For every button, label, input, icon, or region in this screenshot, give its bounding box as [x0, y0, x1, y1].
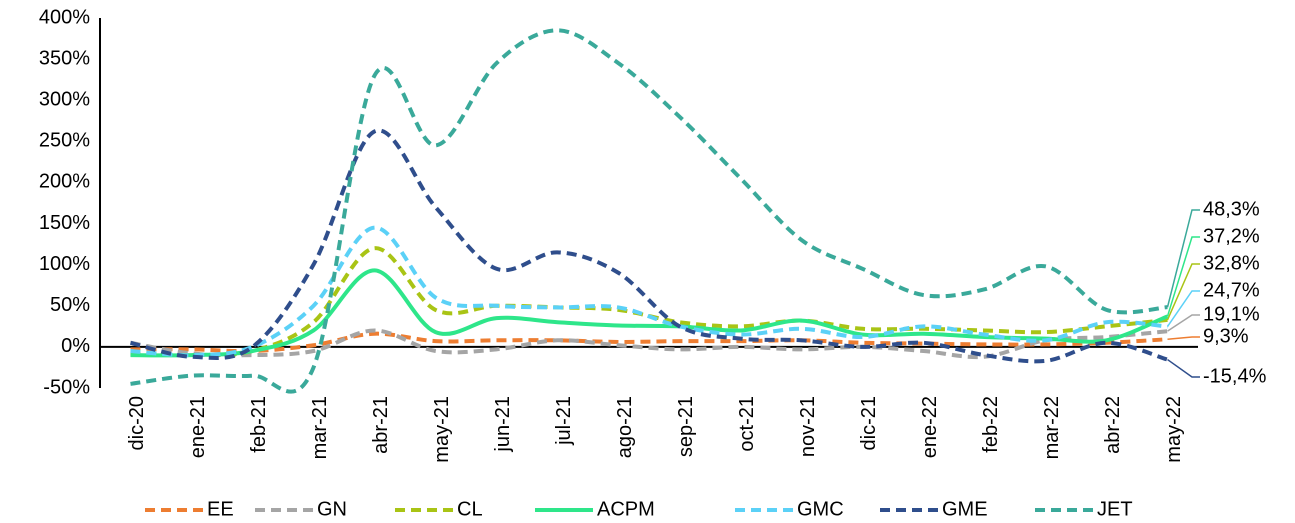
label-leader — [1166, 263, 1200, 321]
x-tick-label: feb-21 — [248, 396, 270, 453]
data-label: 24,7% — [1203, 279, 1260, 301]
y-tick-label: 250% — [39, 130, 90, 152]
x-tick-label: sep-21 — [675, 396, 697, 457]
x-tick-label: mar-22 — [1041, 396, 1063, 459]
label-leader — [1167, 336, 1200, 340]
legend-label: JET — [1097, 498, 1133, 520]
legend-label: GN — [317, 498, 347, 520]
legend-label: CL — [457, 498, 483, 520]
x-tick-label: ago-21 — [614, 396, 636, 458]
label-leader — [1167, 314, 1200, 332]
x-tick-label: dic-21 — [858, 396, 880, 450]
data-label: 48,3% — [1203, 198, 1260, 220]
data-label: 37,2% — [1203, 225, 1260, 247]
x-tick-label: nov-21 — [797, 396, 819, 457]
data-label: 19,1% — [1203, 303, 1260, 325]
data-label: -15,4% — [1203, 365, 1267, 387]
legend-label: GME — [942, 498, 988, 520]
legend-label: ACPM — [597, 498, 655, 520]
y-tick-label: 50% — [50, 294, 90, 316]
x-tick-label: ene-22 — [919, 396, 941, 458]
series-line — [130, 28, 1168, 394]
legend-label: EE — [207, 498, 234, 520]
x-tick-label: jul-21 — [553, 396, 575, 446]
y-tick-label: 200% — [39, 171, 90, 193]
label-leader — [1166, 290, 1200, 328]
data-label: 32,8% — [1203, 252, 1260, 274]
x-tick-label: ene-21 — [187, 396, 209, 458]
x-tick-label: jun-21 — [492, 396, 514, 453]
series-line — [130, 331, 1168, 354]
y-tick-label: 0% — [61, 335, 90, 357]
y-tick-label: 350% — [39, 47, 90, 69]
series-line — [130, 225, 1168, 358]
label-leader — [1166, 236, 1200, 317]
y-tick-label: -50% — [43, 376, 90, 398]
label-leader — [1166, 209, 1200, 308]
label-leader — [1167, 358, 1200, 378]
series-line — [130, 128, 1169, 364]
x-tick-label: feb-22 — [980, 396, 1002, 453]
y-tick-label: 400% — [39, 6, 90, 28]
x-tick-label: may-22 — [1163, 396, 1185, 463]
x-tick-label: abr-21 — [370, 396, 392, 454]
x-tick-label: dic-20 — [126, 396, 148, 450]
data-label: 9,3% — [1203, 325, 1249, 347]
x-tick-label: may-21 — [431, 396, 453, 463]
series-line — [130, 268, 1169, 358]
x-tick-label: mar-21 — [309, 396, 331, 459]
y-tick-label: 300% — [39, 89, 90, 111]
y-tick-label: 150% — [39, 212, 90, 234]
series-line — [130, 246, 1168, 358]
y-tick-label: 100% — [39, 253, 90, 275]
legend-label: GMC — [797, 498, 844, 520]
x-tick-label: abr-22 — [1102, 396, 1124, 454]
x-tick-label: oct-21 — [736, 396, 758, 452]
